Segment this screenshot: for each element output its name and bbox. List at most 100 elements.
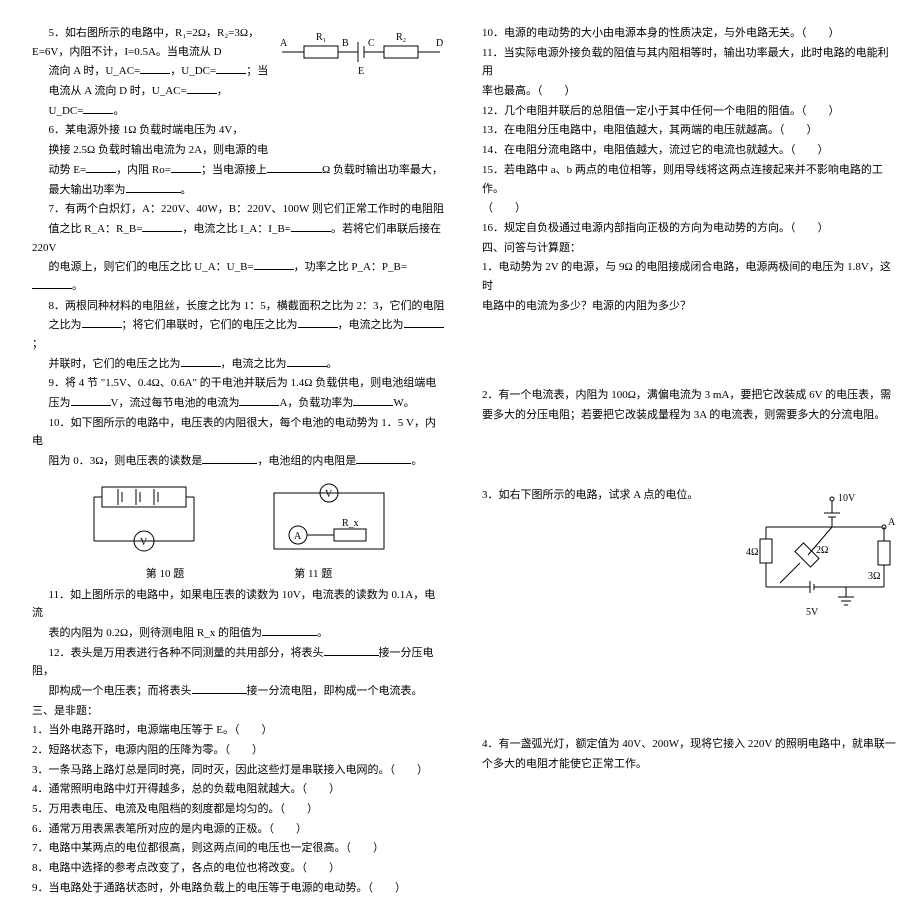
blank	[32, 279, 72, 289]
circuit-q3: 10V A 4Ω 3Ω 2Ω 5V	[746, 491, 896, 621]
q10-line1: 10．如下图所示的电路中，电压表的内阻很大，每个电池的电动势为 1．5 V，内电	[32, 414, 446, 451]
blank	[140, 64, 170, 74]
q11c-text: 。	[317, 627, 328, 639]
node-b-label: B	[342, 38, 349, 49]
q6-line2: 换接 2.5Ω 负载时输出电流为 2A，则电源的电	[32, 141, 446, 160]
q9e-text: W。	[393, 397, 414, 409]
label-a: A	[888, 517, 896, 528]
tf3: 3．一条马路上路灯总是同时亮，同时灭，因此这些灯是串联接入电网的。（ ）	[32, 761, 446, 780]
label-5v: 5V	[806, 607, 819, 618]
q8-line2: 之比为；将它们串联时，它们的电压之比为，电流之比为；	[32, 316, 446, 353]
tf4: 4．通常照明电路中灯开得越多，总的负载电阻就越大。（ ）	[32, 780, 446, 799]
rx-label: R_x	[342, 518, 359, 529]
q5d-text: ；当	[246, 65, 268, 77]
tf5: 5．万用表电压、电流及电阻档的刻度都是均匀的。（ ）	[32, 800, 446, 819]
node-c-label: C	[368, 38, 375, 49]
caption-10: 第 10 题	[146, 565, 185, 584]
c2a: 2．有一个电流表，内阻为 100Ω，满偏电流为 3 mA，要把它改装成 6V 的…	[482, 386, 896, 405]
blank	[287, 356, 327, 366]
tf10: 10．电源的电动势的大小由电源本身的性质决定，与外电路无关。（ ）	[482, 24, 896, 43]
q11b-text: 表的内阻为 0.2Ω，则待测电阻 R_x 的阻值为	[49, 627, 263, 639]
blank	[202, 454, 257, 464]
q6-line3: 动势 E=，内阻 Ro=；当电源接上Ω 负载时输出功率最大，	[32, 161, 446, 180]
q6-line1: 6．某电源外接 1Ω 负载时端电压为 4V，	[32, 121, 446, 140]
q5g-text: U_DC=	[49, 105, 84, 117]
section-4-heading: 四、问答与计算题：	[482, 239, 896, 258]
tf14: 14．在电阻分流电路中，电阻值越大，流过它的电流也就越大。（ ）	[482, 141, 896, 160]
caption-11: 第 11 题	[294, 565, 332, 584]
label-2ohm: 2Ω	[816, 545, 828, 556]
circuit-q10: V	[84, 479, 204, 563]
spacer	[482, 316, 896, 386]
tf11b: 率也最高。（ ）	[482, 82, 896, 101]
circuit-q5: A B C D R₁ R₂ E	[276, 24, 446, 80]
label-3ohm: 3Ω	[868, 571, 880, 582]
q9b-text: 压为	[49, 397, 71, 409]
blank	[404, 318, 444, 328]
blank	[298, 318, 338, 328]
q12a-text: 12．表头是万用表进行各种不同测量的共用部分，将表头	[49, 647, 324, 659]
q5c-text: ，U_DC=	[170, 65, 216, 77]
q8d-text: ，电流之比为	[338, 319, 404, 331]
q11-line1: 11．如上图所示的电路中，如果电压表的读数为 10V，电流表的读数为 0.1A，…	[32, 586, 446, 623]
q7-line3: 的电源上，则它们的电压之比 U_A：U_B=，功率之比 P_A：P_B=。	[32, 258, 446, 295]
q6f-text: Ω 负载时输出功率最大，	[322, 164, 443, 176]
tf16: 16．规定自负极通过电源内部指向正极的方向为电动势的方向。（ ）	[482, 219, 896, 238]
blank	[291, 221, 331, 231]
q10c-text: ，电池组的内电阻是	[257, 455, 356, 467]
node-d-label: D	[436, 38, 443, 49]
c1b: 电路中的电流为多少？电源的内阻为多少？	[482, 297, 896, 316]
q9c-text: V，流过每节电池的电流为	[111, 397, 240, 409]
blank	[82, 318, 122, 328]
q7g-text: 。	[72, 280, 83, 292]
q12-line2: 即构成一个电压表；而将表头接一分流电阻，即构成一个电流表。	[32, 682, 446, 701]
blank	[83, 103, 113, 113]
blank	[192, 684, 247, 694]
voltmeter-label: V	[140, 537, 148, 548]
q9-line2: 压为 V，流过每节电池的电流为 A，负载功率为 W。	[32, 394, 446, 413]
blank	[324, 645, 379, 655]
tf8: 8．电路中选择的参考点改变了，各点的电位也将改变。（ ）	[32, 859, 446, 878]
ammeter-label: A	[294, 531, 302, 542]
q7e-text: 的电源上，则它们的电压之比 U_A：U_B=	[49, 261, 254, 273]
tf6: 6．通常万用表黑表笔所对应的是内电源的正极。（ ）	[32, 820, 446, 839]
caption-row: 第 10 题 第 11 题	[32, 565, 446, 584]
q6e-text: ；当电源接上	[201, 164, 267, 176]
circuit-q11: V A R_x	[264, 479, 394, 563]
tf2: 2．短路状态下，电源内阻的压降为零。（ ）	[32, 741, 446, 760]
blank	[353, 396, 393, 406]
q5-line3: 电流从 A 流向 D 时，U_AC=，	[32, 82, 446, 101]
spacer	[482, 625, 896, 735]
q9d-text: A，负载功率为	[279, 397, 353, 409]
q11-line2: 表的内阻为 0.2Ω，则待测电阻 R_x 的阻值为 。	[32, 624, 446, 643]
q7c-text: ，电流之比 I_A：I_B=	[182, 223, 291, 235]
q8-line3: 并联时，它们的电压之比为，电流之比为。	[32, 355, 446, 374]
q12-line1: 12．表头是万用表进行各种不同测量的共用部分，将表头接一分压电阻，	[32, 644, 446, 681]
blank	[71, 396, 111, 406]
figure-row: V V A R_x	[32, 479, 446, 563]
c2b: 要多大的分压电阻；若要把它改装成量程为 3A 的电流表，则需要多大的分流电阻。	[482, 406, 896, 425]
tf15b: （ ）	[482, 199, 896, 218]
q5b-text: 流向 A 时，U_AC=	[49, 65, 141, 77]
q8f-text: 并联时，它们的电压之比为	[49, 358, 181, 370]
node-a-label: A	[280, 38, 288, 49]
q10b-text: 阻为 0．3Ω，则电压表的读数是	[49, 455, 203, 467]
blank	[254, 260, 294, 270]
tf15a: 15．若电路中 a、b 两点的电位相等，则用导线将这两点连接起来并不影响电路的工…	[482, 161, 896, 198]
q10-line2: 阻为 0．3Ω，则电压表的读数是 ，电池组的内电阻是 。	[32, 452, 446, 471]
q8h-text: 。	[327, 358, 338, 370]
q8b-text: 之比为	[49, 319, 82, 331]
q5a-text: 5．如右图所示的电路中，R₁=2Ω，R₂=3Ω，E=6V，内阻不计，I=0.5A…	[32, 27, 259, 58]
q5h-text: 。	[113, 105, 124, 117]
q9-line1: 9．将 4 节 "1.5V、0.4Ω、0.6A" 的干电池并联后为 1.4Ω 负…	[32, 374, 446, 393]
blank	[187, 84, 217, 94]
tf7: 7．电路中某两点的电位都很高，则这两点间的电压也一定很高。（ ）	[32, 839, 446, 858]
r2-label: R₂	[396, 32, 406, 43]
tf9: 9．当电路处于通路状态时，外电路负载上的电压等于电源的电动势。（ ）	[32, 879, 446, 898]
q10d-text: 。	[411, 455, 422, 467]
spacer	[482, 426, 896, 486]
q6h-text: 。	[181, 184, 192, 196]
q6-line4: 最大输出功率为。	[32, 181, 446, 200]
q8e-text: ；	[32, 338, 43, 350]
tf11a: 11．当实际电源外接负载的阻值与其内阻相等时，输出功率最大，此时电路的电能利用	[482, 44, 896, 81]
